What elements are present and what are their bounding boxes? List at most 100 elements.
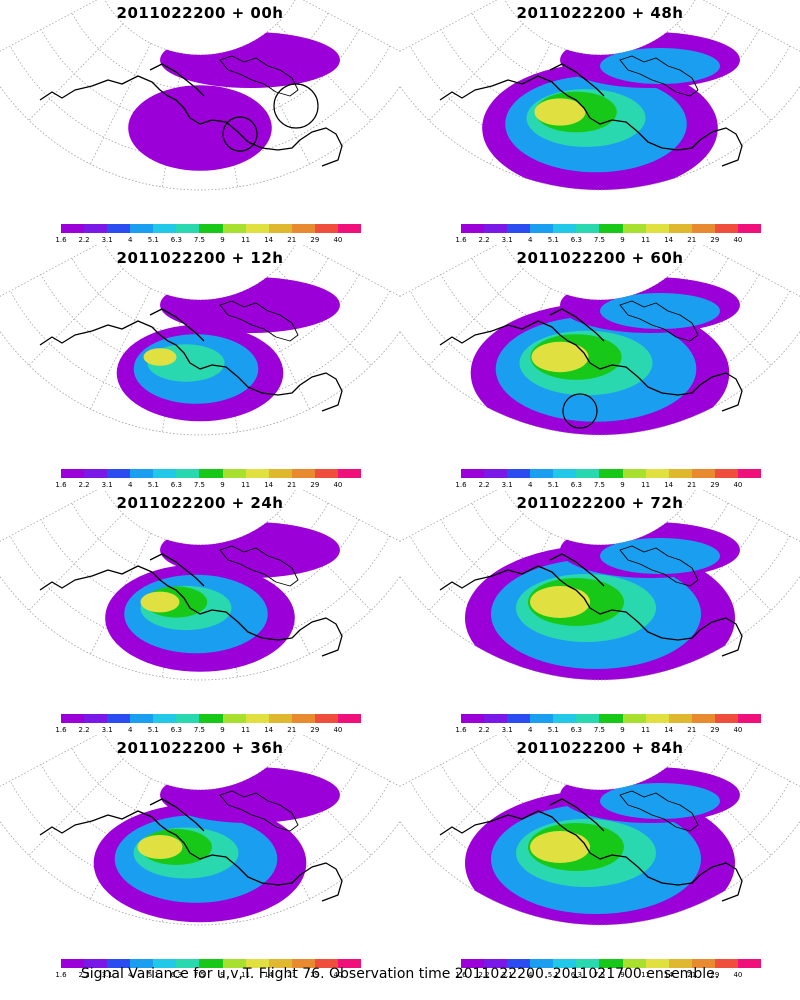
colorbar-label: 1.6 xyxy=(55,236,67,244)
colorbar-swatch xyxy=(222,959,246,968)
colorbar-label: 1.6 xyxy=(455,481,467,489)
colorbar-label: 1.6 xyxy=(55,971,67,979)
colorbar-swatch xyxy=(268,959,292,968)
colorbar-swatch xyxy=(461,959,485,968)
colorbar-swatch xyxy=(553,469,577,478)
colorbar-label: 14 xyxy=(264,236,274,244)
forecast-map xyxy=(400,245,800,436)
panel-title: 2011022200 + 48h xyxy=(516,4,684,22)
colorbar-label: 40 xyxy=(733,726,743,734)
colorbar-label: 4 xyxy=(527,726,533,734)
colorbar-swatch xyxy=(507,714,531,723)
colorbar-label: 21 xyxy=(287,971,297,979)
colorbar-swatch xyxy=(222,469,246,478)
colorbar-label: 6.3 xyxy=(570,236,582,244)
map-panel-84h: 2011022200 + 84h 1.6 2.2 3.1 4 5.1 6.3 7.5 9 11 14… xyxy=(400,735,800,980)
panel-title: 2011022200 + 00h xyxy=(116,4,284,22)
colorbar-swatch xyxy=(337,959,362,968)
colorbar-label: 29 xyxy=(710,971,720,979)
colorbar-label: 3.1 xyxy=(501,481,513,489)
colorbar-label: 11 xyxy=(241,971,251,979)
colorbar-label: 5.1 xyxy=(147,481,159,489)
colorbar-label: 5.1 xyxy=(547,726,559,734)
colorbar-label: 2.2 xyxy=(78,971,90,979)
colorbar-label: 40 xyxy=(333,971,343,979)
colorbar-label: 6.3 xyxy=(570,481,582,489)
colorbar-label: 1.6 xyxy=(455,726,467,734)
colorbar-swatch xyxy=(530,224,554,233)
colorbar-swatch xyxy=(737,714,762,723)
colorbar-swatch xyxy=(84,469,108,478)
colorbar-label: 5.1 xyxy=(547,971,559,979)
colorbar-swatch xyxy=(314,714,338,723)
coastline xyxy=(439,545,743,657)
coastline xyxy=(39,55,343,167)
colorbar-label: 11 xyxy=(241,726,251,734)
colorbar-swatch xyxy=(107,714,131,723)
colorbar xyxy=(461,714,762,723)
colorbar-label: 21 xyxy=(287,726,297,734)
colorbar-swatch xyxy=(691,469,715,478)
signal-variance-field xyxy=(105,522,340,672)
colorbar-label: 7.5 xyxy=(193,236,206,244)
signal-variance-field xyxy=(470,277,740,435)
colorbar-label: 6.3 xyxy=(170,971,182,979)
colorbar-label: 2.2 xyxy=(78,726,90,734)
colorbar-swatch xyxy=(737,959,762,968)
colorbar-label: 3.1 xyxy=(501,236,513,244)
colorbar-label: 40 xyxy=(733,236,743,244)
colorbar-swatch xyxy=(268,469,292,478)
signal-variance-field xyxy=(116,277,340,422)
colorbar-swatch xyxy=(461,469,485,478)
colorbar-label: 40 xyxy=(733,971,743,979)
colorbar-swatch xyxy=(61,959,85,968)
colorbar-label: 29 xyxy=(710,481,720,489)
colorbar-swatch xyxy=(507,224,531,233)
colorbar-label: 14 xyxy=(664,726,674,734)
colorbar-labels: 1.6 2.2 3.1 4 5.1 6.3 7.5 9 11 14 21 29 40 xyxy=(455,236,761,245)
colorbar-swatch xyxy=(553,714,577,723)
colorbar-label: 4 xyxy=(127,971,133,979)
colorbar-swatch xyxy=(461,714,485,723)
colorbar-label: 9 xyxy=(220,236,225,244)
colorbar-label: 2.2 xyxy=(478,481,490,489)
colorbar-swatch xyxy=(314,469,338,478)
colorbar-swatch xyxy=(599,959,623,968)
colorbar-swatch xyxy=(668,959,692,968)
colorbar-label: 6.3 xyxy=(570,971,582,979)
colorbar-label: 11 xyxy=(641,236,651,244)
colorbar-swatch xyxy=(507,469,531,478)
colorbar-label: 21 xyxy=(687,236,697,244)
colorbar-swatch xyxy=(553,959,577,968)
colorbar-swatch xyxy=(245,714,269,723)
colorbar xyxy=(461,224,762,233)
colorbar-label: 7.5 xyxy=(593,726,606,734)
colorbar-swatch xyxy=(176,469,200,478)
colorbar-swatch xyxy=(61,469,85,478)
colorbar-label: 9 xyxy=(620,971,625,979)
colorbar-label: 14 xyxy=(264,726,274,734)
colorbar-swatch xyxy=(84,714,108,723)
signal-variance-field xyxy=(482,32,740,190)
colorbar-swatch xyxy=(576,714,600,723)
map-panel-12h: 2011022200 + 12h 1.6 2.2 3.1 4 5.1 6.3 7.5 9 11 14… xyxy=(0,245,400,490)
colorbar-swatch xyxy=(668,714,692,723)
colorbar-swatch xyxy=(622,959,646,968)
coastline xyxy=(39,790,343,902)
colorbar-swatch xyxy=(61,714,85,723)
colorbar-swatch xyxy=(314,224,338,233)
map-panel-24h: 2011022200 + 24h 1.6 2.2 3.1 4 5.1 6.3 7.5 9 11 14… xyxy=(0,490,400,735)
colorbar-label: 2.2 xyxy=(478,236,490,244)
colorbar-swatch xyxy=(668,224,692,233)
colorbar-label: 21 xyxy=(687,481,697,489)
colorbar-swatch xyxy=(337,224,362,233)
colorbar-swatch xyxy=(484,469,508,478)
colorbar-label: 29 xyxy=(310,236,320,244)
colorbar-swatch xyxy=(130,959,154,968)
map-panel-0h: 2011022200 + 00h 1.6 2.2 3.1 4 5.1 6.3 7.5 9 11 14… xyxy=(0,0,400,245)
colorbar-swatch xyxy=(199,224,223,233)
colorbar-swatch xyxy=(176,959,200,968)
colorbar-label: 3.1 xyxy=(101,481,113,489)
colorbar-label: 11 xyxy=(641,971,651,979)
